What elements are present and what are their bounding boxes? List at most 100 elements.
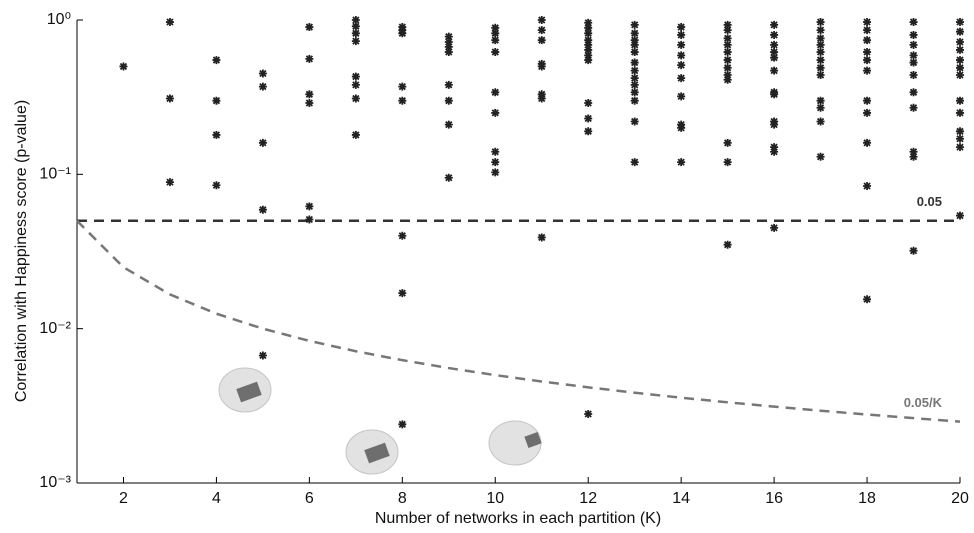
point — [909, 40, 918, 49]
point — [491, 168, 500, 177]
x-tick-label: 12 — [579, 490, 597, 507]
point — [723, 71, 732, 80]
point — [956, 63, 964, 72]
point — [863, 66, 872, 75]
point — [770, 90, 779, 99]
point — [398, 289, 407, 298]
point — [909, 51, 918, 60]
point — [491, 23, 500, 32]
point — [816, 34, 825, 43]
point — [816, 117, 825, 126]
point — [630, 48, 639, 57]
point — [351, 72, 360, 81]
point — [444, 38, 453, 47]
x-tick-label: 14 — [672, 490, 690, 507]
point — [630, 117, 639, 126]
point — [956, 108, 964, 117]
y-tick-label: 10⁻² — [39, 320, 71, 337]
point — [956, 96, 964, 105]
point — [770, 120, 779, 129]
point — [584, 409, 593, 418]
point — [770, 66, 779, 75]
point — [444, 120, 453, 129]
point — [258, 205, 267, 214]
point — [398, 29, 407, 38]
point — [863, 26, 872, 35]
point — [537, 94, 546, 103]
point — [723, 48, 732, 57]
point — [630, 80, 639, 89]
point — [677, 123, 686, 132]
point — [816, 96, 825, 105]
point — [956, 27, 964, 36]
point — [909, 30, 918, 39]
x-tick-label: 18 — [858, 490, 876, 507]
point — [723, 158, 732, 167]
point — [305, 202, 314, 211]
point — [165, 94, 174, 103]
point — [956, 134, 964, 143]
reference-line — [76, 219, 961, 423]
point — [770, 20, 779, 29]
point — [444, 80, 453, 89]
point — [305, 23, 314, 32]
point — [212, 56, 221, 65]
x-tick-label: 4 — [212, 490, 221, 507]
point — [956, 45, 964, 54]
brain-icons — [218, 367, 542, 475]
point — [909, 103, 918, 112]
point — [165, 18, 174, 27]
point — [305, 54, 314, 63]
point — [723, 56, 732, 65]
point — [491, 36, 500, 45]
point — [909, 152, 918, 161]
point — [816, 56, 825, 65]
y-tick-label: 10⁻¹ — [39, 166, 71, 183]
point — [863, 56, 872, 65]
point — [956, 71, 964, 80]
point — [909, 71, 918, 80]
y-tick-label: 10⁰ — [47, 11, 71, 28]
x-axis-title: Number of networks in each partition (K) — [375, 510, 661, 527]
point — [956, 56, 964, 65]
point — [677, 74, 686, 83]
point — [723, 40, 732, 49]
point — [630, 96, 639, 105]
point — [863, 295, 872, 304]
x-tick-label: 10 — [486, 490, 504, 507]
x-tick-label: 2 — [119, 490, 128, 507]
point — [584, 127, 593, 136]
point — [537, 36, 546, 45]
point — [584, 114, 593, 123]
point — [630, 29, 639, 38]
point — [816, 63, 825, 72]
point — [677, 30, 686, 39]
point — [723, 63, 732, 72]
point — [584, 29, 593, 38]
point — [630, 36, 639, 45]
point — [351, 80, 360, 89]
point — [770, 48, 779, 57]
point — [863, 48, 872, 57]
point — [677, 61, 686, 70]
point — [444, 48, 453, 57]
point — [723, 138, 732, 147]
reference-label: 0.05 — [917, 194, 942, 209]
point — [258, 69, 267, 78]
point — [677, 51, 686, 60]
point — [909, 88, 918, 97]
x-tick-label: 6 — [305, 490, 314, 507]
point — [351, 16, 360, 24]
point — [909, 18, 918, 27]
point — [816, 26, 825, 35]
point — [630, 158, 639, 167]
point — [956, 211, 964, 220]
point — [584, 51, 593, 60]
y-tick-label: 10⁻³ — [39, 474, 71, 491]
point — [723, 26, 732, 35]
point — [584, 36, 593, 45]
point — [584, 40, 593, 49]
point — [816, 71, 825, 80]
point — [351, 29, 360, 38]
point — [491, 48, 500, 57]
